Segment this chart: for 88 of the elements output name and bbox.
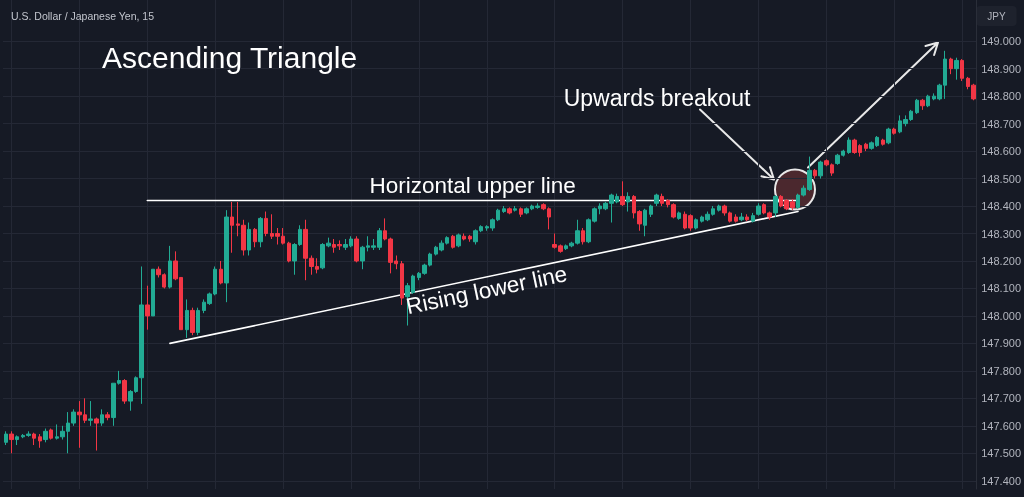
y-tick-label: 148.400 bbox=[981, 200, 1021, 213]
candlestick bbox=[881, 138, 885, 147]
candlestick bbox=[654, 193, 659, 207]
candlestick bbox=[507, 206, 512, 215]
candlestick bbox=[100, 408, 104, 427]
candlestick bbox=[9, 430, 14, 454]
candlestick bbox=[626, 191, 630, 213]
y-tick-label: 147.500 bbox=[981, 447, 1021, 460]
y-tick-label: 147.400 bbox=[981, 474, 1021, 487]
candlestick bbox=[513, 205, 517, 213]
candlestick bbox=[649, 204, 653, 218]
candlestick bbox=[694, 217, 698, 230]
candlestick bbox=[864, 142, 868, 152]
candlestick bbox=[581, 227, 585, 245]
candlestick bbox=[4, 430, 8, 446]
candlestick bbox=[818, 160, 823, 180]
candlestick bbox=[287, 241, 291, 263]
y-tick-label: 147.900 bbox=[981, 337, 1021, 350]
y-tick-label: 148.500 bbox=[981, 172, 1021, 185]
candlestick bbox=[185, 298, 189, 339]
text: Ascending Triangle bbox=[102, 40, 358, 74]
candlestick bbox=[196, 307, 200, 336]
candlestick bbox=[247, 222, 251, 256]
candlestick bbox=[960, 58, 964, 82]
y-tick-label: 148.900 bbox=[981, 62, 1021, 75]
candlestick bbox=[751, 212, 755, 224]
candlestick bbox=[224, 209, 229, 303]
candlestick bbox=[354, 235, 359, 263]
candlestick bbox=[38, 433, 42, 449]
y-tick-label: 148.700 bbox=[981, 117, 1021, 130]
candlestick bbox=[230, 201, 234, 254]
y-tick-label: 149.000 bbox=[981, 35, 1021, 48]
candlestick bbox=[677, 211, 681, 221]
y-tick-label: 147.600 bbox=[981, 419, 1021, 432]
candlestick bbox=[949, 57, 953, 75]
candlestick bbox=[773, 194, 778, 218]
y-tick-label: 148.200 bbox=[981, 254, 1021, 267]
candlestick bbox=[915, 98, 919, 115]
y-tick-label: 148.800 bbox=[981, 90, 1021, 103]
y-tick-label: 147.700 bbox=[981, 392, 1021, 405]
candlestick bbox=[739, 212, 744, 222]
y-axis-title: JPY bbox=[987, 10, 1006, 22]
candlestick bbox=[920, 98, 925, 111]
candlestick bbox=[660, 193, 664, 207]
candlestick bbox=[15, 434, 19, 446]
candlestick bbox=[756, 202, 761, 217]
candlestick bbox=[462, 233, 466, 241]
y-tick-label: 148.600 bbox=[981, 145, 1021, 158]
text: U.S. Dollar / Japanese Yen, 15 bbox=[11, 9, 155, 22]
candlestick bbox=[954, 57, 959, 81]
candlestick bbox=[32, 432, 36, 446]
candlestick bbox=[643, 208, 647, 237]
candlestick bbox=[400, 260, 404, 306]
candlestick bbox=[253, 227, 257, 248]
candlestick bbox=[451, 234, 455, 250]
candlestick bbox=[105, 411, 110, 421]
candlestick bbox=[745, 213, 749, 222]
y-tick-label: 147.800 bbox=[981, 364, 1021, 377]
y-tick-label: 148.000 bbox=[981, 309, 1021, 322]
candlestick bbox=[49, 428, 53, 441]
candlestick bbox=[886, 127, 891, 145]
candlestick bbox=[519, 206, 523, 218]
candlestick bbox=[168, 245, 172, 289]
candlestick bbox=[122, 378, 127, 405]
series-label: Horizontal upper line bbox=[369, 173, 576, 199]
candlestick bbox=[813, 168, 817, 180]
y-tick-label: 148.100 bbox=[981, 282, 1021, 295]
candlestick bbox=[734, 213, 738, 224]
candlestick bbox=[145, 285, 150, 331]
candlestick bbox=[502, 205, 506, 214]
y-tick-label: 148.300 bbox=[981, 227, 1021, 240]
text: Rising lower line bbox=[403, 261, 570, 320]
candlestick bbox=[258, 216, 263, 248]
candlestick bbox=[88, 400, 93, 427]
candlestick bbox=[219, 260, 223, 285]
candlestick bbox=[151, 268, 155, 317]
candlestick bbox=[926, 94, 930, 108]
candlestick bbox=[717, 204, 721, 213]
candlestick bbox=[620, 180, 625, 207]
candlestick bbox=[43, 428, 48, 443]
candlestick bbox=[847, 136, 851, 155]
candlestick bbox=[892, 127, 896, 136]
annotation: Upwards breakout bbox=[563, 84, 751, 111]
candlestick bbox=[94, 417, 99, 452]
candlestick bbox=[468, 234, 472, 243]
candlestick bbox=[264, 211, 268, 237]
candlestick bbox=[456, 233, 461, 248]
candlestick bbox=[190, 307, 195, 336]
